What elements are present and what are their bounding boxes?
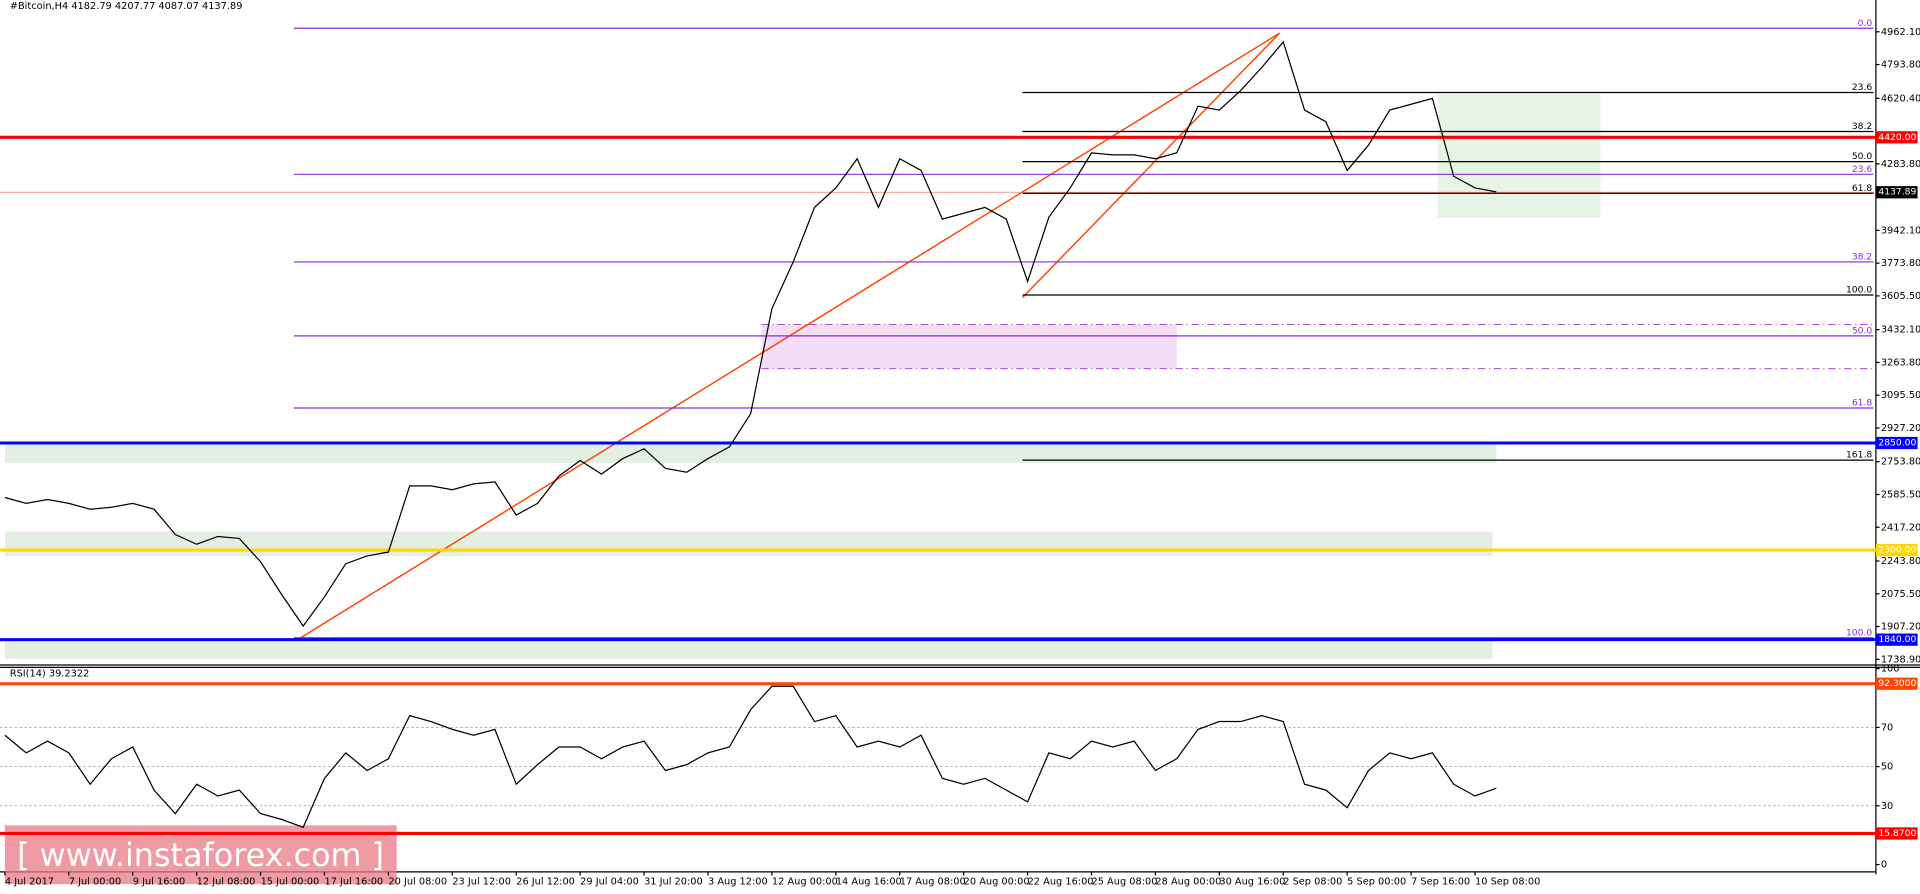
fib-label: 23.6 — [1852, 164, 1873, 175]
price-line — [4, 685, 1497, 829]
level-label: 15.8700 — [1878, 828, 1916, 839]
level-tag — [1875, 677, 1918, 690]
y-tick-label: 3095.50 — [1881, 390, 1920, 401]
fib-label: 38.2 — [1852, 252, 1872, 263]
fib-label: 100.0 — [1846, 285, 1872, 296]
level-label: 4420.00 — [1878, 132, 1916, 143]
x-tick-label: 22 Aug 16:00 — [1028, 877, 1094, 888]
y-tick-label: 1907.20 — [1881, 622, 1920, 633]
y-tick-label: 2927.20 — [1881, 423, 1920, 434]
y-tick-label: 70 — [1881, 722, 1893, 733]
y-tick-label: 4283.80 — [1881, 159, 1920, 170]
y-tick-label: 3263.80 — [1881, 357, 1920, 368]
level-label: 2300.00 — [1878, 545, 1916, 556]
trend-line — [295, 32, 1280, 642]
x-tick-label: 9 Jul 16:00 — [133, 877, 185, 888]
trend-line — [1021, 32, 1281, 299]
level-label: 2850.00 — [1878, 438, 1916, 449]
level-tag — [1875, 131, 1918, 144]
x-tick-label: 31 Jul 20:00 — [644, 877, 703, 888]
chart-title: #Bitcoin,H4 4182.79 4207.77 4087.07 4137… — [10, 1, 243, 12]
x-tick-label: 26 Jul 12:00 — [516, 877, 575, 888]
x-tick-label: 20 Aug 00:00 — [964, 877, 1030, 888]
fib-label: 100.0 — [1846, 627, 1872, 638]
target-zone — [1437, 94, 1601, 219]
x-tick-label: 4 Jul 2017 — [5, 877, 54, 888]
last-price-label: 4137.89 — [1878, 187, 1916, 198]
x-tick-label: 14 Aug 16:00 — [836, 877, 902, 888]
fib-label: 61.8 — [1852, 183, 1873, 194]
y-tick-label: 2753.80 — [1881, 457, 1920, 468]
y-tick-label: 3773.80 — [1881, 258, 1920, 269]
level-tag — [1875, 543, 1918, 557]
level-tag — [1875, 633, 1918, 646]
watermark: [ www.instaforex.com ] — [17, 836, 384, 874]
y-tick-label: 4793.80 — [1881, 60, 1920, 71]
x-tick-label: 12 Jul 08:00 — [197, 877, 256, 888]
x-tick-label: 10 Sep 08:00 — [1475, 877, 1540, 888]
support-zone — [4, 531, 1493, 556]
level-tag — [1875, 827, 1918, 840]
y-tick-label: 2075.50 — [1881, 589, 1920, 600]
x-tick-label: 7 Jul 00:00 — [69, 877, 121, 888]
x-tick-label: 23 Jul 12:00 — [452, 877, 511, 888]
fib-label: 50.0 — [1852, 151, 1873, 162]
last-price-tag — [1875, 186, 1918, 199]
y-tick-label: 50 — [1881, 762, 1893, 773]
y-tick-label: 2417.20 — [1881, 522, 1920, 533]
level-label: 92.3000 — [1878, 678, 1916, 689]
resistance-zone — [761, 324, 1177, 369]
level-tag — [1875, 436, 1918, 450]
rsi-title: RSI(14) 39.2322 — [10, 669, 90, 680]
x-tick-label: 2 Sep 08:00 — [1283, 877, 1342, 888]
x-tick-label: 12 Aug 00:00 — [772, 877, 838, 888]
level-label: 1840.00 — [1878, 634, 1916, 645]
y-tick-label: 4962.10 — [1881, 27, 1920, 38]
watermark-box — [4, 825, 397, 885]
x-tick-label: 7 Sep 16:00 — [1411, 877, 1470, 888]
price-line — [4, 40, 1497, 628]
x-tick-label: 5 Sep 00:00 — [1347, 877, 1406, 888]
x-tick-label: 29 Jul 04:00 — [580, 877, 639, 888]
fib-label: 161.8 — [1846, 450, 1872, 461]
x-tick-label: 17 Aug 08:00 — [900, 877, 966, 888]
fib-label: 61.8 — [1852, 398, 1873, 409]
x-tick-label: 15 Jul 00:00 — [261, 877, 320, 888]
fib-label: 50.0 — [1852, 326, 1873, 337]
fib-label: 38.2 — [1852, 121, 1872, 132]
x-tick-label: 30 Aug 16:00 — [1219, 877, 1285, 888]
y-tick-label: 0 — [1881, 860, 1887, 871]
y-tick-label: 3605.50 — [1881, 291, 1920, 302]
x-tick-label: 25 Aug 08:00 — [1092, 877, 1158, 888]
fib-label: 23.6 — [1852, 82, 1873, 93]
x-tick-label: 3 Aug 12:00 — [708, 877, 768, 888]
y-tick-label: 4620.40 — [1881, 93, 1920, 104]
y-tick-label: 2585.50 — [1881, 490, 1920, 501]
y-tick-label: 1738.90 — [1881, 654, 1920, 665]
y-tick-label: 3432.10 — [1881, 325, 1920, 336]
x-tick-label: 28 Aug 00:00 — [1155, 877, 1221, 888]
support-zone — [4, 443, 1497, 463]
x-tick-label: 17 Jul 16:00 — [324, 877, 383, 888]
x-tick-label: 20 Jul 08:00 — [388, 877, 447, 888]
y-tick-label: 100 — [1881, 664, 1900, 675]
y-tick-label: 30 — [1881, 801, 1893, 812]
fib-label: 0.0 — [1858, 18, 1873, 29]
y-tick-label: 3942.10 — [1881, 225, 1920, 236]
support-zone — [4, 639, 1493, 659]
y-tick-label: 2243.80 — [1881, 556, 1920, 567]
